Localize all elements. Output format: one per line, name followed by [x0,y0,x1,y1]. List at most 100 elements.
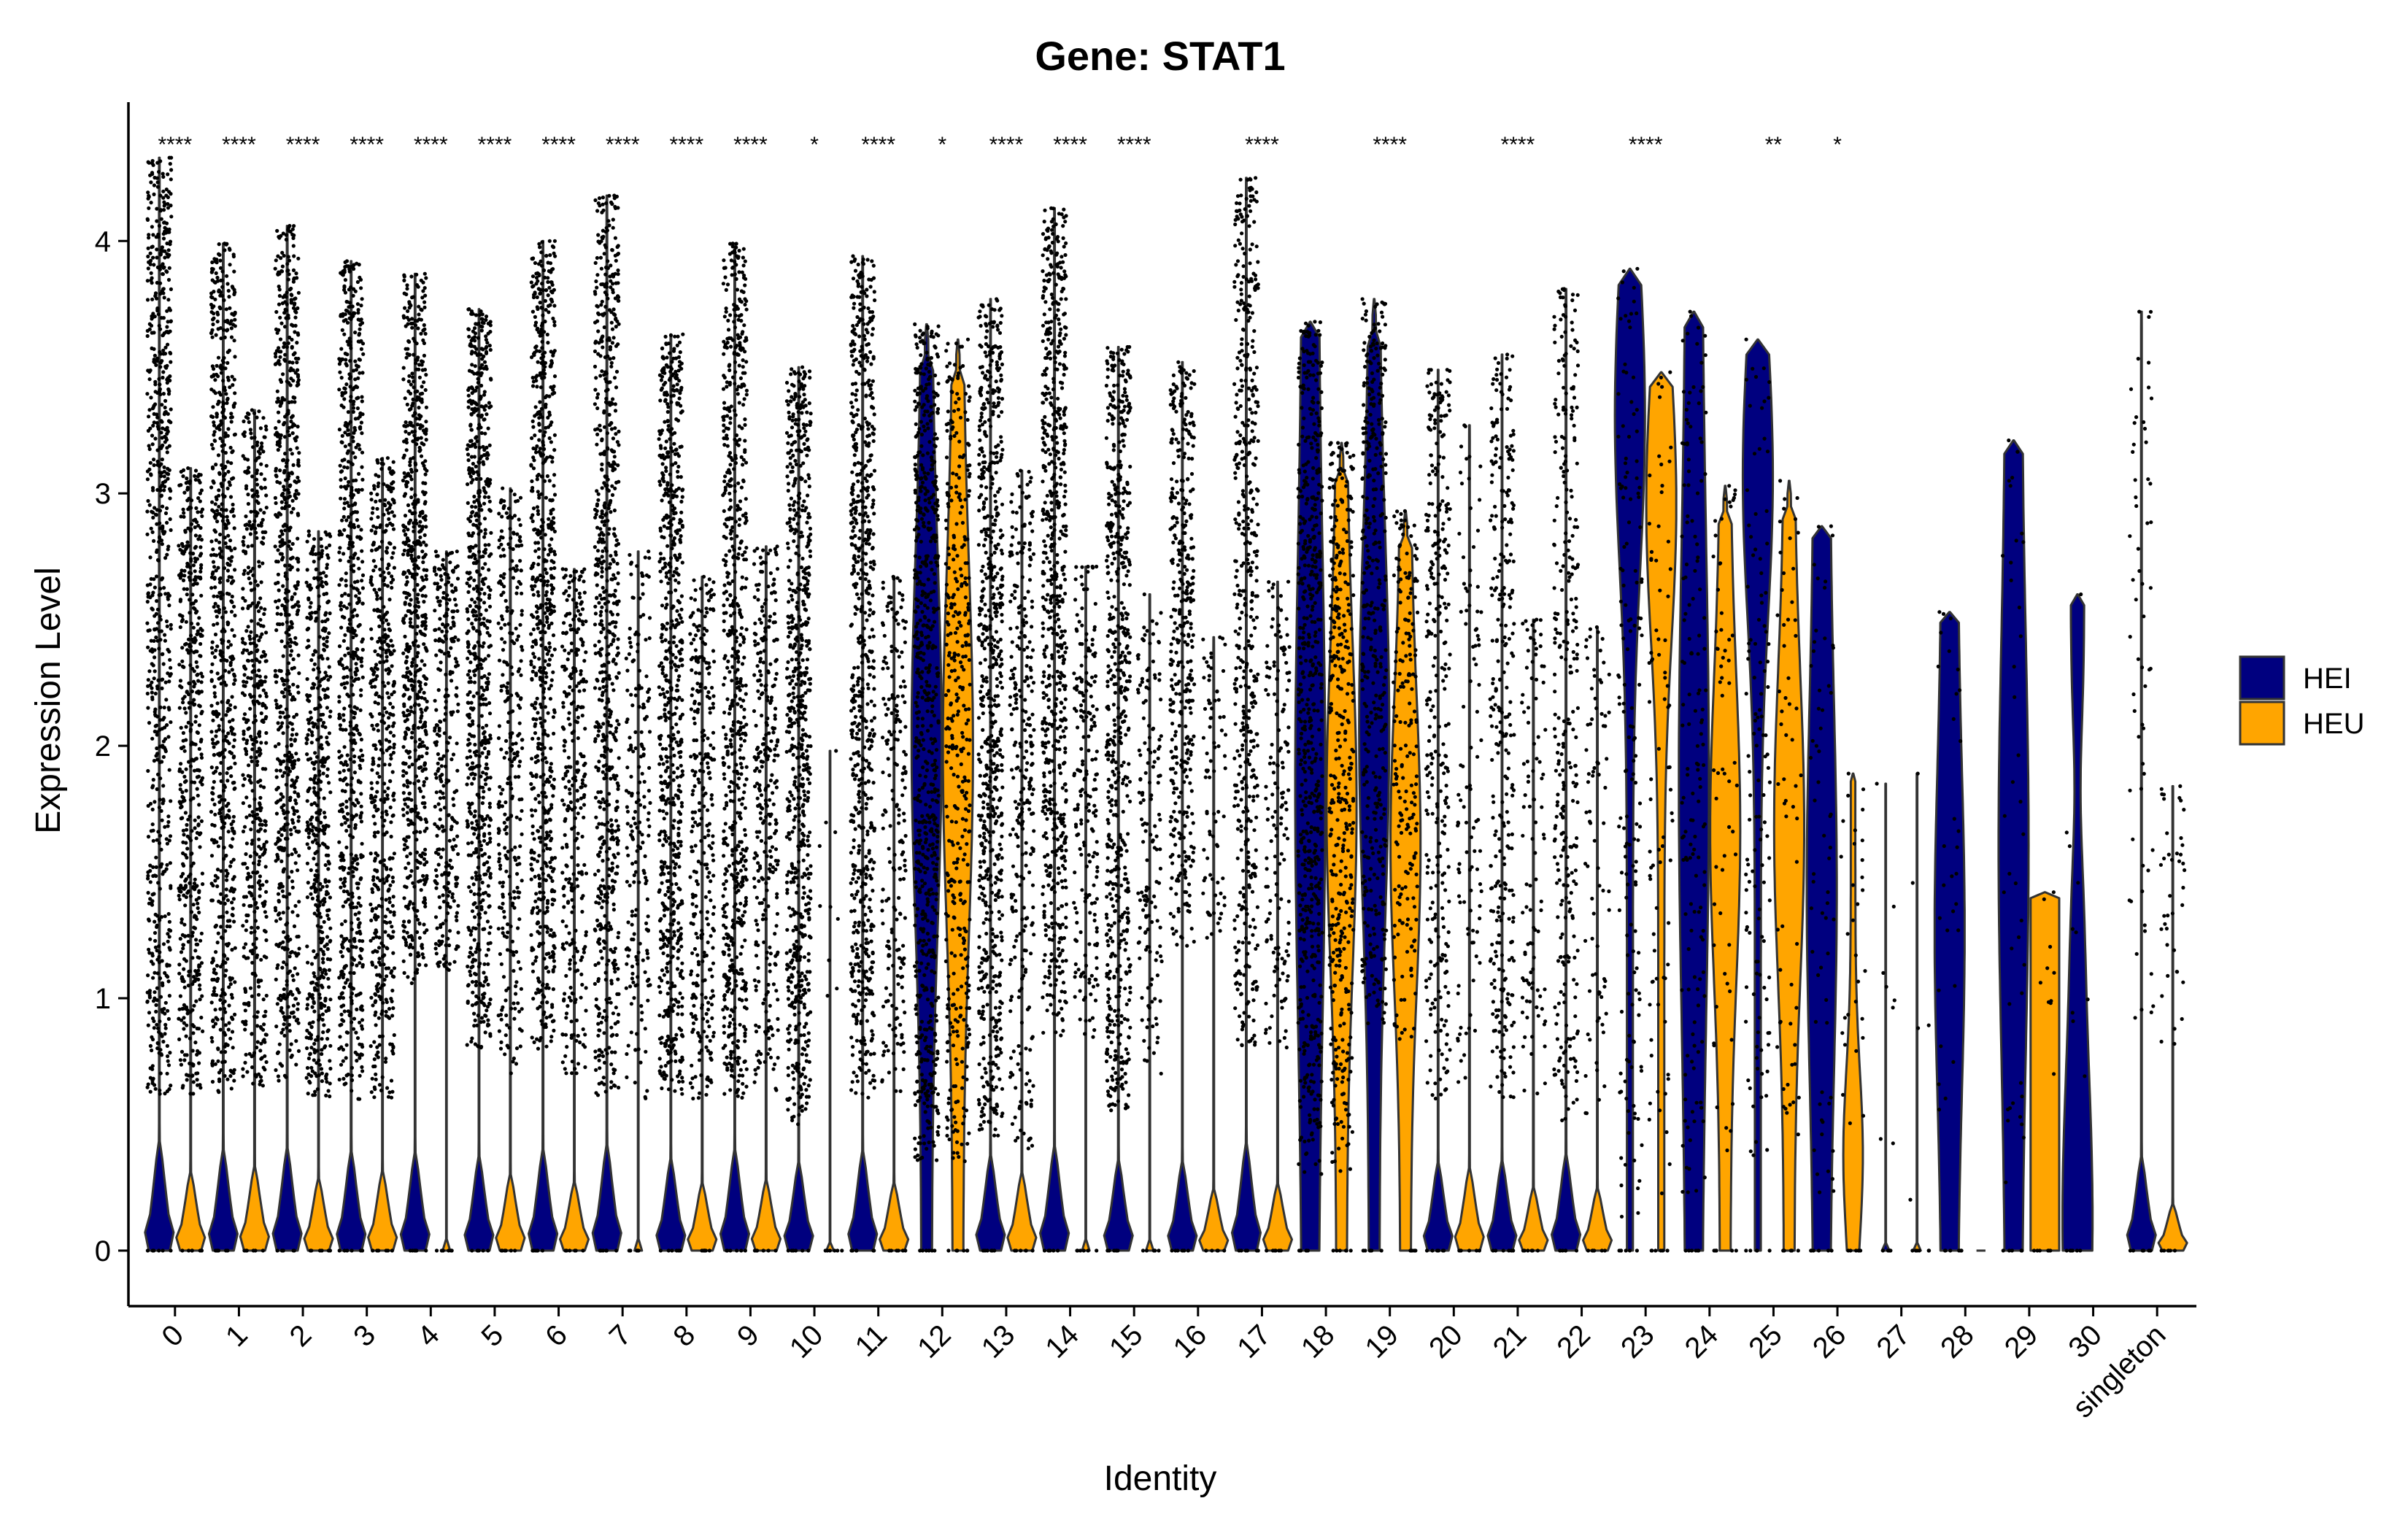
data-point [328,544,331,547]
data-point [316,908,320,912]
data-point [285,345,289,349]
data-point [231,628,234,632]
data-point [221,493,225,497]
data-point [361,574,365,577]
data-point [247,576,251,580]
data-point [249,949,252,953]
data-point [220,641,224,645]
data-point [285,937,289,941]
data-point [296,612,299,616]
data-point [352,653,356,657]
data-point [154,874,158,878]
data-point [277,420,281,423]
data-point [197,815,201,819]
data-point [370,960,374,964]
data-point [323,832,326,835]
data-point [377,935,381,939]
data-point [160,444,163,448]
data-point [212,623,215,627]
data-point [282,341,286,345]
data-point [260,655,263,659]
data-point [370,781,374,785]
data-point [345,1043,349,1047]
data-point [230,948,234,952]
data-point [200,756,204,760]
data-point [292,781,296,785]
data-point [292,463,296,467]
data-point [342,719,346,722]
data-point [291,683,295,687]
data-point [169,168,173,171]
data-point [212,710,215,714]
data-point [307,530,311,533]
data-point [164,749,168,753]
data-point [344,981,347,984]
data-point [306,895,309,899]
data-point [214,1022,217,1025]
data-point [160,217,163,221]
data-point [252,1054,255,1057]
data-point [150,593,154,597]
data-point [242,536,246,539]
data-point [198,526,202,530]
data-point [231,913,234,916]
data-point [287,689,290,692]
data-point [262,511,266,514]
data-point [260,580,263,584]
data-point [356,396,360,400]
data-point [247,804,251,808]
data-point [284,614,288,617]
data-point [391,935,395,938]
data-point [198,997,202,1001]
data-point [358,427,362,431]
data-point [280,251,284,255]
data-point [198,747,201,751]
data-point [194,743,198,746]
data-point [198,554,202,557]
data-point [282,1249,285,1252]
data-point [243,1027,247,1031]
data-point [292,765,296,769]
data-point [327,860,331,863]
data-point [212,753,216,757]
data-point [286,458,290,462]
data-point [210,646,214,649]
data-point [148,897,152,900]
data-point [258,565,261,568]
data-point [250,488,254,492]
data-point [259,958,263,962]
data-point [199,594,203,598]
data-point [233,1013,236,1016]
data-point [225,814,229,817]
data-point [374,530,377,533]
data-point [151,954,155,957]
data-point [290,852,294,856]
data-point [160,471,163,474]
data-point [189,798,193,802]
data-point [287,661,290,665]
data-point [263,530,266,534]
data-point [353,741,357,745]
data-point [402,919,406,923]
data-point [291,886,295,889]
data-point [288,613,291,617]
data-point [223,566,226,570]
data-point [233,378,236,382]
data-point [230,555,234,559]
data-point [347,312,351,315]
data-point [182,1058,186,1062]
data-point [290,743,293,746]
data-point [285,465,288,468]
data-point [225,911,228,914]
data-point [165,867,169,871]
data-point [342,884,346,888]
data-point [211,786,215,790]
data-point [319,821,323,825]
data-point [385,898,388,902]
data-point [390,989,394,992]
data-point [146,499,150,503]
data-point [261,702,265,706]
data-point [281,760,285,763]
data-point [168,994,171,997]
data-point [169,352,172,355]
